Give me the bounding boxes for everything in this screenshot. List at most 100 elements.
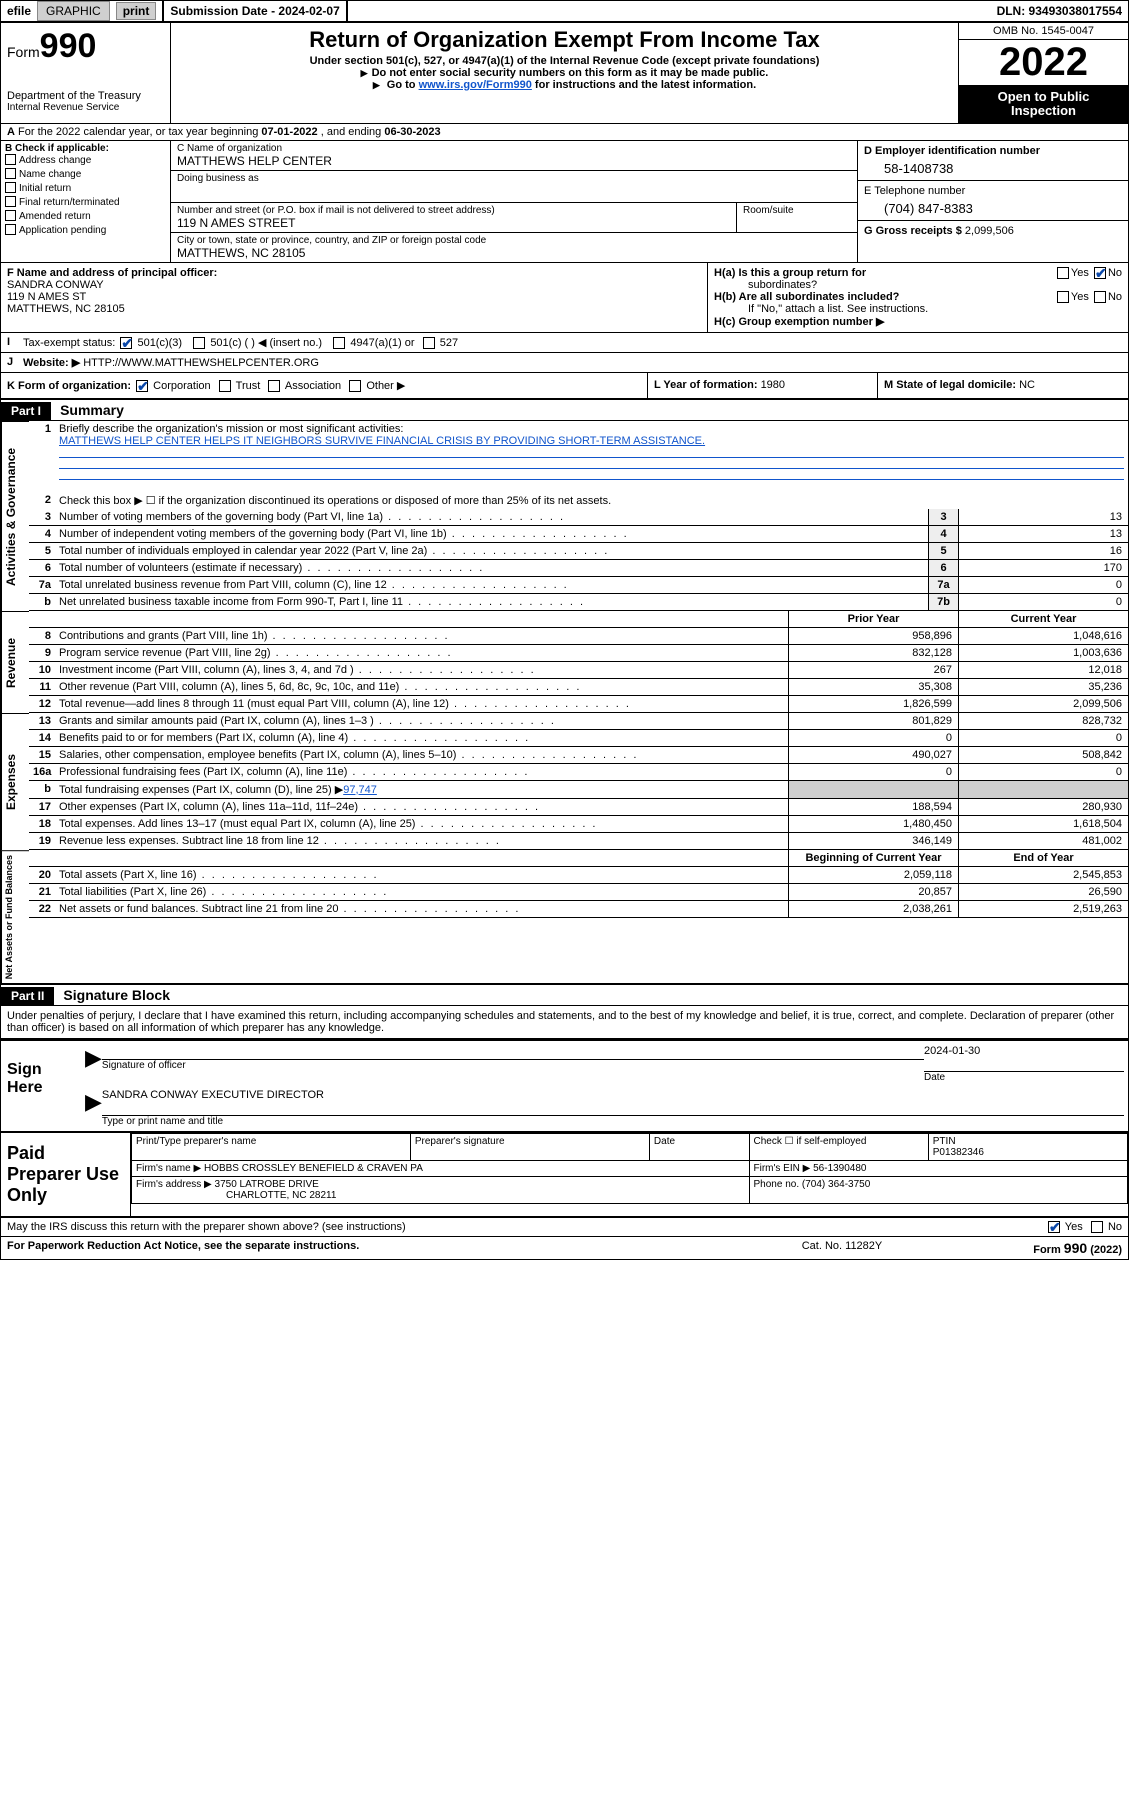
line-16b: b Total fundraising expenses (Part IX, c…: [29, 781, 1128, 799]
col-prior-year: Prior Year: [788, 611, 958, 627]
chk-4947[interactable]: [333, 337, 345, 349]
chk-501c3[interactable]: [120, 337, 132, 349]
line-20: 20Total assets (Part X, line 16)2,059,11…: [29, 867, 1128, 884]
chk-assoc[interactable]: [268, 380, 280, 392]
officer-sig-label: Signature of officer: [102, 1060, 924, 1071]
chk-corp[interactable]: [136, 380, 148, 392]
paid-preparer-label: Paid Preparer Use Only: [1, 1133, 131, 1216]
hb-yes-check[interactable]: [1057, 291, 1069, 303]
chk-amended[interactable]: Amended return: [5, 210, 166, 224]
line-21: 21Total liabilities (Part X, line 26)20,…: [29, 884, 1128, 901]
subtitle-2: Do not enter social security numbers on …: [181, 67, 948, 79]
street-row: Number and street (or P.O. box if mail i…: [171, 203, 857, 233]
chk-initial-return[interactable]: Initial return: [5, 182, 166, 196]
line-16b-value: 97,747: [343, 784, 377, 796]
chk-address-change[interactable]: Address change: [5, 154, 166, 168]
part-2-header-row: Part II Signature Block: [1, 983, 1128, 1006]
col-begin-year: Beginning of Current Year: [788, 850, 958, 866]
expenses-body: 13Grants and similar amounts paid (Part …: [29, 713, 1128, 850]
hb-no-check[interactable]: [1094, 291, 1106, 303]
mission-text: MATTHEWS HELP CENTER HELPS IT NEIGHBORS …: [59, 435, 705, 447]
sig-date-value: 2024-01-30: [924, 1045, 1124, 1057]
firm-addr1: 3750 LATROBE DRIVE: [215, 1179, 319, 1190]
city-label: City or town, state or province, country…: [177, 235, 851, 246]
print-button[interactable]: print: [116, 2, 157, 20]
h-b: H(b) Are all subordinates included? Yes …: [714, 291, 1122, 315]
gross-receipts: G Gross receipts $ 2,099,506: [864, 223, 1122, 239]
summary-governance: Activities & Governance 1 Briefly descri…: [1, 421, 1128, 611]
ha-sub: subordinates?: [714, 279, 817, 291]
efile-label: efile: [7, 4, 31, 18]
l-year-formation: L Year of formation: 1980: [648, 373, 878, 398]
form-version: Form 990 (2022): [942, 1240, 1122, 1256]
irs-link[interactable]: www.irs.gov/Form990: [419, 79, 532, 91]
firm-phone-value: (704) 364-3750: [802, 1179, 870, 1190]
signature-fields: ▶ Signature of officer 2024-01-30 Date: [81, 1041, 1128, 1131]
chk-name-change[interactable]: Name change: [5, 168, 166, 182]
website-content: Website: ▶ HTTP://WWW.MATTHEWSHELPCENTER…: [23, 356, 1122, 369]
cat-no: Cat. No. 11282Y: [742, 1240, 942, 1256]
efile-segment: efile GRAPHIC print: [1, 1, 164, 21]
graphic-button[interactable]: GRAPHIC: [37, 1, 110, 21]
org-name-cell: C Name of organization MATTHEWS HELP CEN…: [171, 141, 857, 171]
officer-addr1: 119 N AMES ST: [7, 291, 701, 303]
header-left: Form990 Department of the Treasury Inter…: [1, 23, 171, 123]
col-end-year: End of Year: [958, 850, 1128, 866]
officer-name: SANDRA CONWAY: [7, 279, 701, 291]
discuss-no[interactable]: [1091, 1221, 1103, 1233]
officer-printed-name: SANDRA CONWAY EXECUTIVE DIRECTOR: [102, 1089, 1124, 1101]
firm-name-cell: Firm's name ▶ HOBBS CROSSLEY BENEFIELD &…: [132, 1160, 750, 1176]
mission-blank-lines: [59, 457, 1124, 480]
row-i-tax-status: I Tax-exempt status: 501(c)(3) 501(c) ( …: [1, 333, 1128, 353]
discuss-text: May the IRS discuss this return with the…: [7, 1221, 406, 1233]
ha-yes-check[interactable]: [1057, 267, 1069, 279]
dba-cell: Doing business as: [171, 171, 857, 203]
chk-527[interactable]: [423, 337, 435, 349]
penalty-statement: Under penalties of perjury, I declare th…: [1, 1006, 1128, 1039]
firm-ein-cell: Firm's EIN ▶ 56-1390480: [749, 1160, 1128, 1176]
m-value: NC: [1019, 379, 1035, 391]
l-label: L Year of formation:: [654, 379, 761, 391]
line-5: 5Total number of individuals employed in…: [29, 543, 1128, 560]
line-1: 1 Briefly describe the organization's mi…: [29, 421, 1128, 492]
chk-trust[interactable]: [219, 380, 231, 392]
prep-name-cell: Print/Type preparer's name: [132, 1133, 411, 1160]
line-1-desc: Briefly describe the organization's miss…: [55, 421, 1128, 492]
row-klm: K Form of organization: Corporation Trus…: [1, 373, 1128, 400]
i-label: Tax-exempt status:: [23, 337, 115, 349]
part-1-title: Summary: [54, 400, 130, 420]
line-9: 9Program service revenue (Part VIII, lin…: [29, 645, 1128, 662]
chk-final-return[interactable]: Final return/terminated: [5, 196, 166, 210]
chk-other[interactable]: [349, 380, 361, 392]
firm-addr-cell: Firm's address ▶ 3750 LATROBE DRIVE CHAR…: [132, 1176, 750, 1203]
ha-label: H(a) Is this a group return for: [714, 267, 866, 279]
sig-date-label: Date: [924, 1072, 1124, 1083]
city-value: MATTHEWS, NC 28105: [177, 246, 851, 260]
netassets-header-row: Beginning of Current Year End of Year: [29, 850, 1128, 867]
revenue-body: Prior Year Current Year 8Contributions a…: [29, 611, 1128, 713]
omb-number: OMB No. 1545-0047: [959, 23, 1128, 40]
self-employed-cell: Check ☐ if self-employed: [749, 1133, 928, 1160]
m-state-domicile: M State of legal domicile: NC: [878, 373, 1128, 398]
column-b-checkboxes: B Check if applicable: Address change Na…: [1, 141, 171, 262]
signature-block: Sign Here ▶ Signature of officer 2024-01…: [1, 1039, 1128, 1131]
governance-body: 1 Briefly describe the organization's mi…: [29, 421, 1128, 611]
header-right: OMB No. 1545-0047 2022 Open to Public In…: [958, 23, 1128, 123]
discuss-yes[interactable]: [1048, 1221, 1060, 1233]
line-15: 15Salaries, other compensation, employee…: [29, 747, 1128, 764]
summary-netassets: Net Assets or Fund Balances Beginning of…: [1, 850, 1128, 983]
irs-discuss-row: May the IRS discuss this return with the…: [1, 1218, 1128, 1237]
tax-year: 2022: [959, 40, 1128, 86]
ha-no-check[interactable]: [1094, 267, 1106, 279]
sign-here-label: Sign Here: [1, 1041, 81, 1131]
phone-label: E Telephone number: [864, 183, 1122, 199]
paid-preparer-table: Print/Type preparer's name Preparer's si…: [131, 1133, 1128, 1216]
chk-501c[interactable]: [193, 337, 205, 349]
goto-pre: Go to: [387, 79, 419, 91]
form-title: Return of Organization Exempt From Incom…: [181, 27, 948, 53]
chk-app-pending[interactable]: Application pending: [5, 224, 166, 238]
k-label: K Form of organization:: [7, 380, 131, 392]
tax-year-begin: 07-01-2022: [261, 126, 317, 138]
hc-label: H(c) Group exemption number ▶: [714, 315, 1122, 328]
page-footer: For Paperwork Reduction Act Notice, see …: [1, 1237, 1128, 1259]
